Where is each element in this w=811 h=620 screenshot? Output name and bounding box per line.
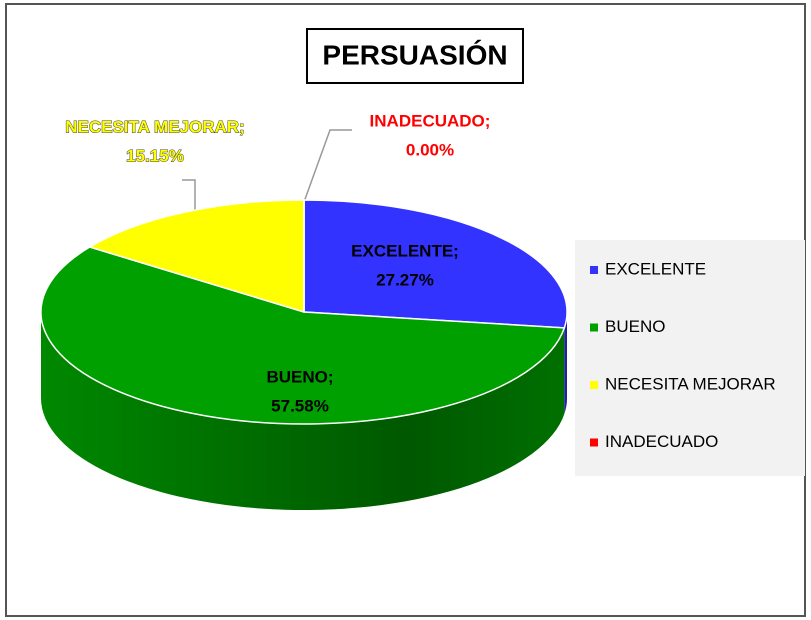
pie	[40, 199, 568, 510]
legend-swatch	[590, 323, 598, 332]
legend-label: BUENO	[605, 317, 665, 336]
leader-line	[182, 179, 196, 210]
chart-title: PERSUASIÓN	[322, 39, 507, 70]
data-label-name: INADECUADO;	[370, 111, 491, 130]
slice	[40, 246, 566, 425]
data-label: 57.58%	[271, 396, 329, 415]
legend-box	[575, 240, 805, 476]
data-label: 0.00%	[406, 140, 454, 159]
legend-swatch	[590, 438, 598, 447]
data-label: 27.27%	[376, 270, 434, 289]
legend-swatch	[590, 266, 598, 274]
data-label-name: EXCELENTE;	[351, 241, 459, 260]
title-box	[306, 28, 524, 84]
data-label: 15.15%	[126, 146, 184, 165]
legend-label: INADECUADO	[605, 432, 718, 451]
legend-label: EXCELENTE	[605, 259, 706, 278]
slice	[303, 199, 568, 329]
slice	[87, 199, 305, 314]
legend-swatch	[590, 381, 598, 389]
leader-line	[303, 129, 352, 203]
data-label-name: BUENO;	[266, 367, 333, 386]
data-label-name: NECESITA MEJORAR;	[65, 117, 244, 136]
slice-side-shade	[41, 312, 565, 510]
legend-label: NECESITA MEJORAR	[605, 374, 776, 393]
slice-side-shade	[564, 312, 567, 414]
